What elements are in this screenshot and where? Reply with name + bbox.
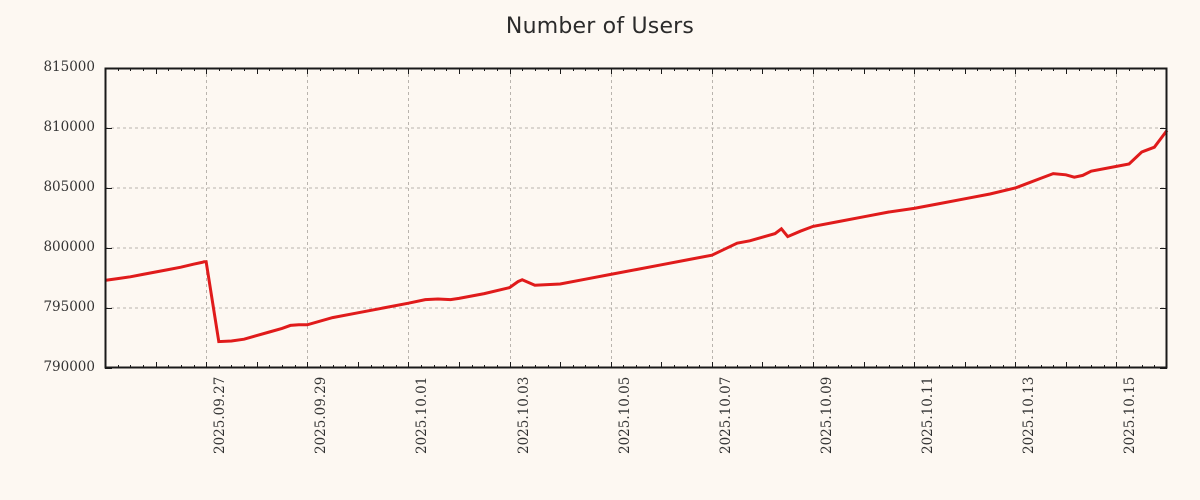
chart-title: Number of Users [505, 14, 695, 39]
y-axis-tick-label: 800000 [43, 239, 95, 255]
y-axis-tick-label: 810000 [43, 119, 95, 135]
data-series-line [104, 129, 1169, 344]
x-axis-tick-label: 2025.10.11 [920, 376, 937, 454]
x-axis-tick-label: 2025.10.09 [819, 376, 835, 454]
x-axis-tick-label: 2025.10.15 [1122, 376, 1139, 454]
y-axis-tick-label: 815000 [43, 59, 95, 75]
x-axis-tick-label: 2025.10.01 [414, 376, 431, 454]
y-axis-tick-label: 805000 [43, 179, 95, 195]
y-axis-tick-label: 790000 [43, 359, 95, 375]
y-axis-tick-label: 795000 [43, 299, 95, 315]
x-axis-tick-label: 2025.10.13 [1021, 376, 1038, 454]
x-axis-tick-label: 2025.10.05 [616, 376, 633, 454]
plot-frame [104, 67, 1168, 369]
x-axis-tick-label: 2025.10.03 [515, 376, 532, 454]
x-axis-tick-label: 2025.09.27 [212, 376, 229, 454]
x-axis-tick-label: 2025.09.29 [313, 376, 330, 454]
x-axis-tick-label: 2025.10.07 [717, 376, 734, 454]
